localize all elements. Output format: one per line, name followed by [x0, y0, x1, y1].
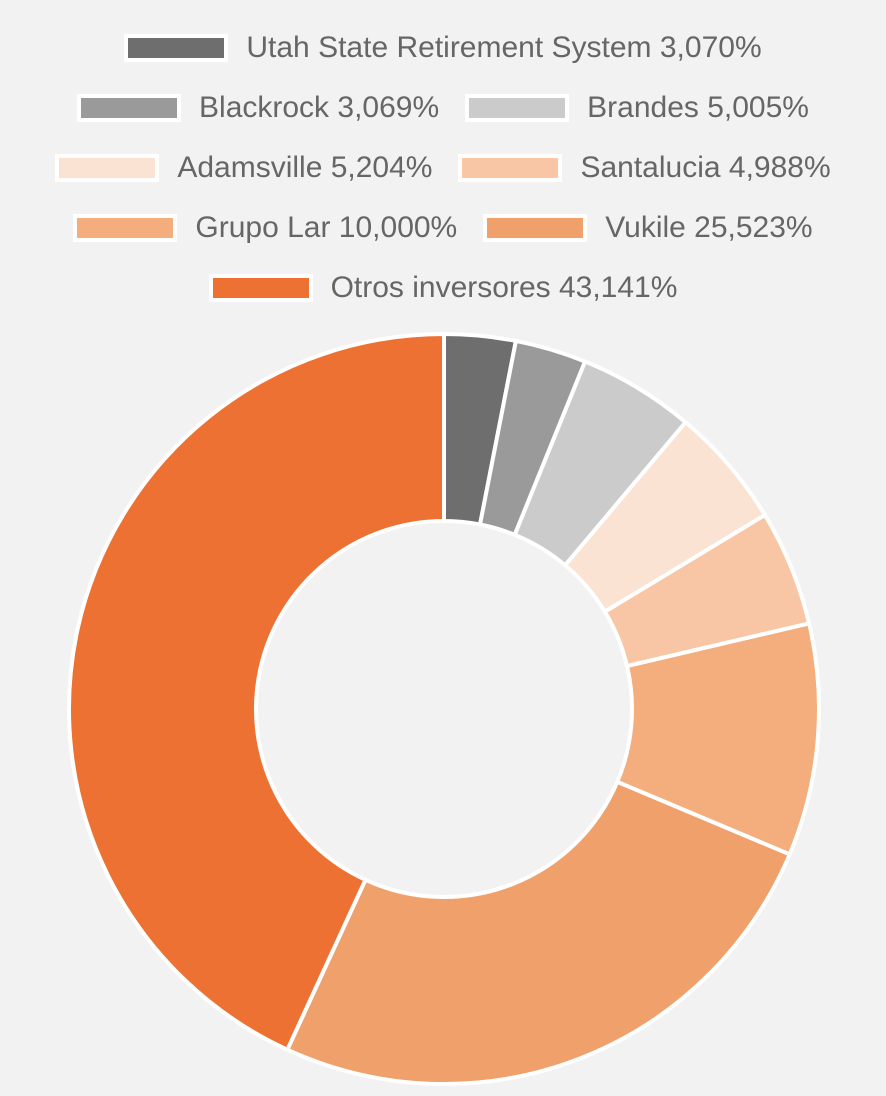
legend-label-vukile: Vukile 25,523%: [605, 211, 813, 244]
legend-row-3: Adamsville 5,204% Santalucia 4,988%: [0, 148, 886, 188]
legend-row-5: Otros inversores 43,141%: [0, 268, 886, 308]
legend-row-2: Blackrock 3,069% Brandes 5,005%: [0, 88, 886, 128]
legend-swatch-blackrock: [77, 94, 182, 122]
legend-label-grupo-lar: Grupo Lar 10,000%: [195, 211, 458, 244]
legend-swatch-adamsville: [55, 154, 160, 182]
legend-item-otros-inversores[interactable]: Otros inversores 43,141%: [208, 271, 678, 305]
donut-slice-otros-inversores[interactable]: [67, 332, 446, 1052]
legend-swatch-utah: [124, 34, 229, 62]
legend-label-blackrock: Blackrock 3,069%: [199, 91, 440, 124]
legend-item-utah[interactable]: Utah State Retirement System 3,070%: [124, 31, 762, 65]
legend-item-adamsville[interactable]: Adamsville 5,204%: [55, 151, 432, 185]
legend-label-adamsville: Adamsville 5,204%: [177, 151, 433, 184]
legend-label-brandes: Brandes 5,005%: [587, 91, 809, 124]
legend-label-santalucia: Santalucia 4,988%: [580, 151, 831, 184]
legend-label-otros-inversores: Otros inversores 43,141%: [330, 271, 678, 304]
legend-swatch-otros-inversores: [208, 274, 313, 302]
legend-item-brandes[interactable]: Brandes 5,005%: [465, 91, 809, 125]
legend-swatch-grupo-lar: [73, 214, 178, 242]
legend-row-1: Utah State Retirement System 3,070%: [0, 28, 886, 68]
legend-row-4: Grupo Lar 10,000% Vukile 25,523%: [0, 208, 886, 248]
legend-label-utah: Utah State Retirement System 3,070%: [246, 31, 762, 64]
legend-item-santalucia[interactable]: Santalucia 4,988%: [458, 151, 831, 185]
legend-item-grupo-lar[interactable]: Grupo Lar 10,000%: [73, 211, 457, 245]
donut-slice-vukile[interactable]: [285, 779, 792, 1086]
legend-swatch-vukile: [483, 214, 588, 242]
legend-swatch-santalucia: [458, 154, 563, 182]
legend-item-vukile[interactable]: Vukile 25,523%: [483, 211, 813, 245]
legend-item-blackrock[interactable]: Blackrock 3,069%: [77, 91, 439, 125]
legend-swatch-brandes: [465, 94, 570, 122]
